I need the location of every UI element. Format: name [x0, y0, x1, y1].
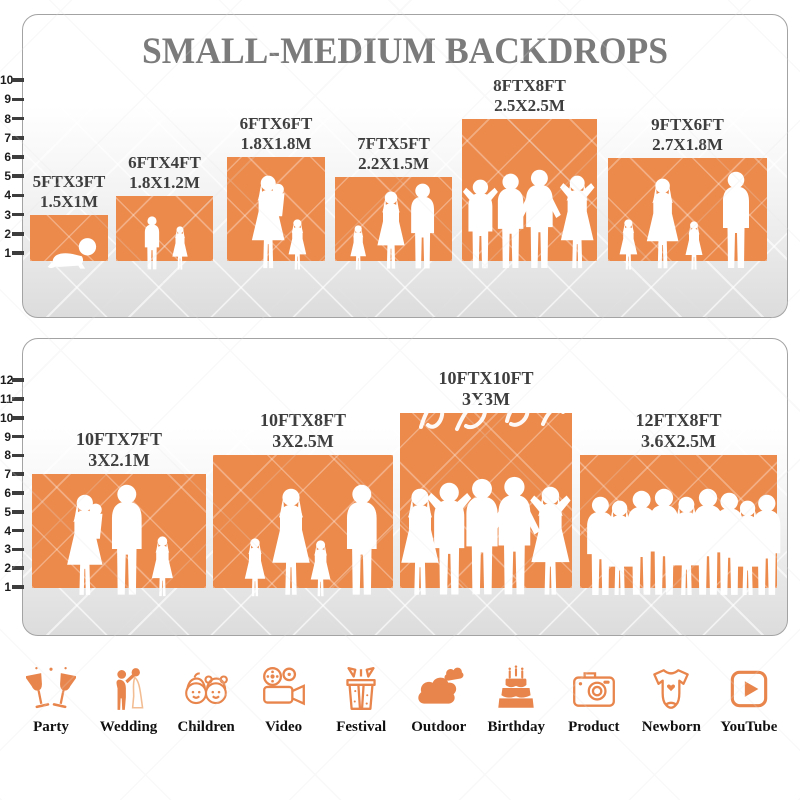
- ruler-tick: 10: [0, 73, 24, 87]
- backdrop-size-label: 10FTX8FT 3X2.5M: [259, 410, 347, 451]
- crowd-silhouettes: [587, 488, 781, 596]
- category-label: Video: [265, 719, 303, 735]
- wedding-icon: [104, 660, 154, 714]
- ruler-tick: 10: [0, 411, 24, 425]
- category-party: Party: [14, 660, 88, 735]
- ruler-tick: 4: [0, 524, 24, 538]
- category-product: Product: [557, 660, 631, 735]
- ruler-tick: 1: [0, 246, 24, 260]
- backdrop-10x10ft: 10FTX10FT 3X3M: [400, 368, 572, 595]
- backdrop-size-label: 9FTX6FT 2.7X1.8M: [651, 115, 724, 154]
- category-label: Outdoor: [411, 719, 467, 735]
- video-icon: [259, 660, 309, 714]
- family-silhouettes: [32, 484, 173, 597]
- backdrop-size-label: 5FTX3FT 1.5X1M: [32, 172, 106, 211]
- backdrop-size-label: 8FTX8FT 2.5X2.5M: [493, 76, 566, 115]
- family-silhouettes: [619, 171, 749, 270]
- product-icon: [569, 660, 619, 714]
- backdrop-rect: [30, 215, 108, 261]
- family-silhouettes: [350, 183, 435, 270]
- backdrop-size-label: 12FTX8FT 3.6X2.5M: [635, 410, 722, 451]
- backdrop-rect: [116, 196, 213, 261]
- ruler-tick: 12: [0, 373, 24, 387]
- category-label: Children: [177, 719, 235, 735]
- backdrop-12x8ft: 12FTX8FT 3.6X2.5M: [580, 410, 781, 596]
- ruler-tick: 2: [0, 227, 24, 241]
- ruler-tick: 7: [0, 467, 24, 481]
- ruler-tick: 8: [0, 448, 24, 462]
- category-label: YouTube: [720, 719, 778, 735]
- page-title: SMALL-MEDIUM BACKDROPS: [142, 31, 668, 72]
- category-birthday: Birthday: [479, 660, 553, 735]
- ruler-tick: 9: [0, 92, 24, 106]
- ruler-tick: 11: [0, 392, 24, 406]
- backdrop-size-label: 10FTX7FT 3X2.1M: [75, 429, 163, 470]
- ruler-tick: 5: [0, 169, 24, 183]
- ruler-tick: 1: [0, 580, 24, 594]
- ruler-panel2: 1 2 3 4 5 6 7 8 9 10 11 12: [0, 0, 26, 800]
- category-wedding: Wedding: [92, 660, 166, 735]
- newborn-icon: [646, 660, 696, 714]
- party-icon: [26, 660, 76, 714]
- family-silhouettes: [244, 484, 377, 597]
- backdrop-size-label: 6FTX4FT 1.8X1.2M: [128, 153, 201, 192]
- ruler-tick: 6: [0, 150, 24, 164]
- ruler-tick: 7: [0, 131, 24, 145]
- category-video: Video: [247, 660, 321, 735]
- crawling-baby-silhouette: [47, 238, 97, 269]
- backdrop-8x8ft: 8FTX8FT 2.5X2.5M: [462, 76, 597, 261]
- category-newborn: Newborn: [634, 660, 708, 735]
- ruler-tick: 6: [0, 486, 24, 500]
- ruler-tick: 8: [0, 112, 24, 126]
- ruler-tick: 5: [0, 505, 24, 519]
- backdrop-9x6ft: 9FTX6FT 2.7X1.8M: [608, 115, 767, 270]
- category-label: Party: [33, 719, 69, 735]
- youtube-icon: [724, 660, 774, 714]
- ruler-tick: 4: [0, 188, 24, 202]
- category-outdoor: Outdoor: [402, 660, 476, 735]
- ruler-tick: 3: [0, 542, 24, 556]
- category-children: Children: [169, 660, 243, 735]
- backdrop-rect: [227, 157, 325, 261]
- mother-and-girl-silhouettes: [227, 157, 307, 270]
- festival-icon: [336, 660, 386, 714]
- backdrop-size-label: 7FTX5FT 2.2X1.5M: [357, 134, 430, 173]
- category-label: Newborn: [641, 719, 701, 735]
- white-script-watermark: [419, 399, 565, 431]
- backdrop-5x3ft: 5FTX3FT 1.5X1M: [30, 172, 108, 269]
- backdrop-size-label: 6FTX6FT 1.8X1.8M: [239, 114, 313, 153]
- ruler-panel1: 1 2 3 4 5 6 7 8 9 10: [0, 0, 26, 800]
- ruler-tick: 2: [0, 561, 24, 575]
- group-silhouettes: [462, 119, 597, 271]
- ruler-tick: 3: [0, 208, 24, 222]
- ruler-tick: 9: [0, 430, 24, 444]
- outdoor-icon: [414, 660, 464, 714]
- category-youtube: YouTube: [712, 660, 786, 735]
- group-silhouettes: [401, 413, 572, 595]
- birthday-icon: [491, 660, 541, 714]
- backdrop-6x4ft: 6FTX4FT 1.8X1.2M: [116, 153, 213, 270]
- category-row: Party Wedding: [0, 660, 800, 735]
- backdrop-6x6ft: 6FTX6FT 1.8X1.8M: [227, 114, 325, 270]
- category-festival: Festival: [324, 660, 398, 735]
- backdrop-7x5ft: 7FTX5FT 2.2X1.5M: [335, 134, 452, 270]
- backdrop-10x8ft: 10FTX8FT 3X2.5M: [213, 410, 393, 597]
- children-icon: [181, 660, 231, 714]
- category-label: Birthday: [487, 719, 546, 735]
- backdrop-10x7ft: 10FTX7FT 3X2.1M: [32, 429, 206, 597]
- children-silhouettes: [144, 216, 188, 270]
- category-label: Wedding: [99, 719, 158, 735]
- category-label: Festival: [336, 719, 387, 735]
- category-label: Product: [568, 719, 620, 735]
